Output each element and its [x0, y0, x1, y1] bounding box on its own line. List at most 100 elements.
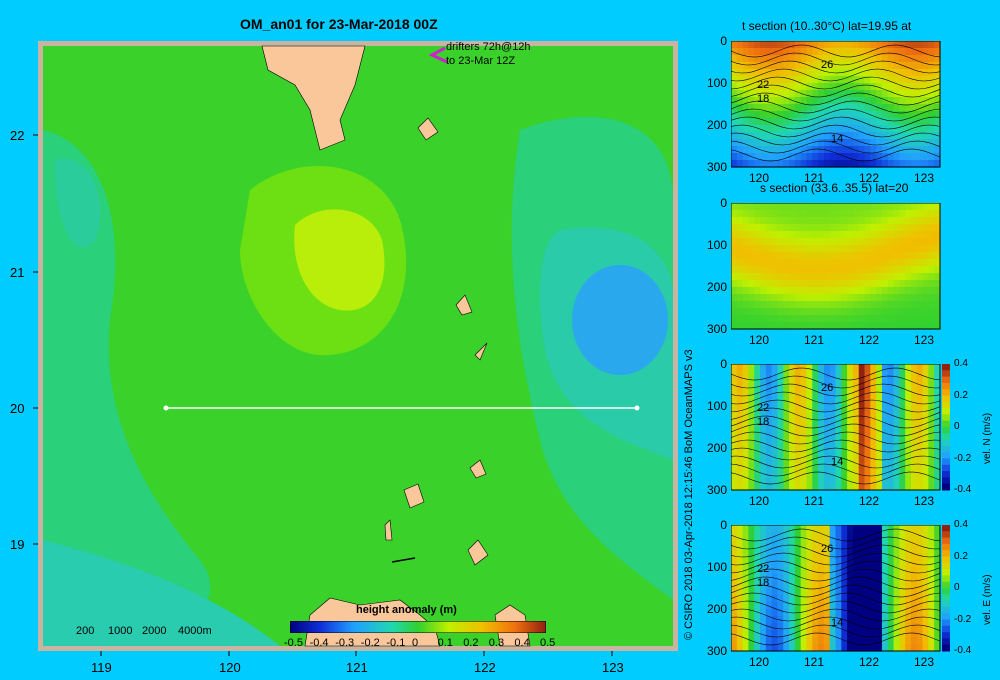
section-cell: [823, 69, 831, 77]
section-cell: [893, 118, 900, 126]
section-cell: [736, 62, 744, 70]
section-cell: [777, 308, 784, 316]
section-cell: [818, 48, 825, 56]
section-cell: [870, 83, 877, 91]
section-cell: [922, 476, 929, 484]
section-cell: [910, 238, 918, 246]
section-cell: [789, 574, 796, 582]
section-cell: [754, 364, 761, 372]
section-cell: [794, 48, 802, 56]
section-cell: [905, 308, 912, 316]
section-cell: [928, 238, 935, 246]
section-cell: [916, 567, 924, 575]
section-cell: [881, 76, 889, 84]
section-cell: [922, 48, 929, 56]
section-cell: [847, 567, 854, 575]
section-cell: [742, 146, 750, 154]
section-cell: [910, 83, 918, 91]
section-cell: [876, 203, 883, 211]
section-cell: [760, 224, 767, 232]
section-cell: [847, 588, 854, 596]
section-cell: [864, 252, 871, 260]
section-cell: [864, 210, 871, 218]
section-cell: [783, 602, 790, 610]
section-cell: [858, 392, 866, 400]
section-cell: [731, 217, 738, 225]
section-cell: [812, 630, 819, 638]
section-cell: [777, 111, 784, 119]
section-cell: [783, 224, 790, 232]
section-cell: [887, 139, 895, 147]
section-cell: [794, 525, 802, 533]
section-cell: [806, 280, 813, 288]
section-cell: [794, 546, 802, 554]
section-cell: [899, 427, 906, 435]
section-cell: [847, 609, 854, 617]
section-cell: [910, 588, 918, 596]
section-cell: [731, 448, 738, 456]
section-cell: [916, 280, 924, 288]
section-cell: [765, 371, 773, 379]
section-cell: [876, 69, 883, 77]
section-cell: [864, 118, 871, 126]
section-cell: [910, 153, 918, 161]
section-cell: [765, 616, 773, 624]
section-cell: [783, 294, 790, 302]
section-cell: [934, 273, 941, 281]
section-cell: [893, 322, 900, 330]
section-cell: [910, 224, 918, 232]
section-cell: [881, 553, 889, 561]
section-cell: [812, 259, 819, 267]
section-cell: [823, 567, 831, 575]
section-cell: [794, 602, 802, 610]
section-cell: [812, 48, 819, 56]
section-cell: [754, 378, 761, 386]
contour-line: [731, 68, 941, 82]
section-cell: [893, 448, 900, 456]
section-cell: [765, 118, 773, 126]
section-cell: [881, 525, 889, 533]
section-cell: [887, 294, 895, 302]
section-ytick: 100: [706, 399, 727, 413]
section-cell: [835, 231, 842, 239]
section-cell: [870, 48, 877, 56]
section-cell: [760, 97, 767, 105]
section-cell: [841, 371, 848, 379]
section-cell: [870, 539, 877, 547]
section-cell: [771, 259, 779, 267]
section-cell: [876, 48, 883, 56]
velocity-colorbar-cell: [942, 644, 950, 652]
section-cell: [864, 273, 871, 281]
section-cell: [783, 83, 790, 91]
section-cell: [818, 294, 825, 302]
section-cell: [905, 322, 912, 330]
section-cell: [893, 76, 900, 84]
section-cell: [783, 280, 790, 288]
contour-line: [731, 108, 941, 122]
section-cell: [905, 609, 912, 617]
section-cell: [783, 574, 790, 582]
section-cell: [881, 539, 889, 547]
section-cell: [771, 567, 779, 575]
contour-line: [731, 552, 941, 566]
section-cell: [870, 69, 877, 77]
section-cell: [928, 532, 935, 540]
section-cell: [922, 364, 929, 372]
section-cell: [934, 210, 941, 218]
section-cell: [870, 252, 877, 260]
section-cell: [783, 532, 790, 540]
section-cell: [794, 273, 802, 281]
section-cell: [841, 301, 848, 309]
section-cell: [812, 588, 819, 596]
map-ytick: 20: [10, 401, 25, 416]
section-cell: [823, 581, 831, 589]
section-cell: [905, 560, 912, 568]
section-cell: [731, 567, 738, 575]
section-cell: [910, 420, 918, 428]
section-cell: [823, 118, 831, 126]
section-cell: [771, 76, 779, 84]
section-cell: [777, 301, 784, 309]
section-cell: [835, 609, 842, 617]
section-xtick: 121: [804, 655, 825, 669]
section-cell: [841, 97, 848, 105]
